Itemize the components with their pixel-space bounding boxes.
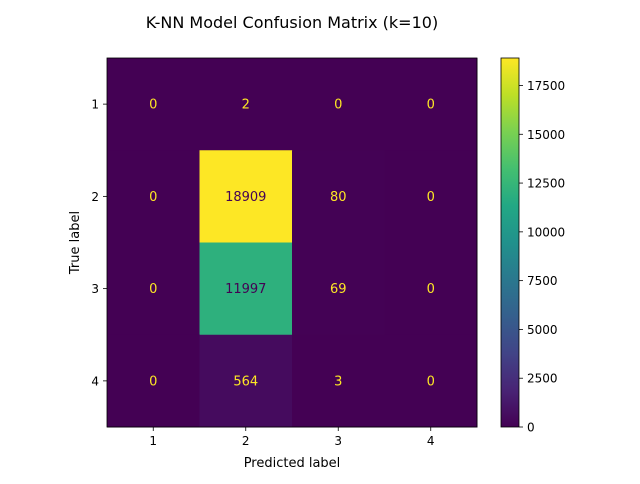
cell-value-label: 564 [233, 374, 258, 389]
heatmap-cell [199, 58, 293, 151]
cell-value-label: 80 [330, 190, 347, 205]
heatmap-cell [384, 242, 478, 336]
heatmap-cell [107, 242, 200, 336]
colorbar-tick-label: 0 [527, 421, 535, 435]
heatmap-cell [384, 58, 478, 151]
x-tick-label: 2 [242, 434, 250, 448]
heatmap-cell [292, 242, 385, 336]
heatmap-cell [292, 334, 385, 428]
y-tick-label: 2 [91, 190, 99, 204]
cell-value-label: 0 [149, 374, 157, 389]
cell-value-label: 0 [427, 282, 435, 297]
colorbar-tick-label: 5000 [527, 323, 558, 337]
y-axis-label: True label [68, 211, 83, 275]
chart-title: K-NN Model Confusion Matrix (k=10) [146, 13, 438, 32]
x-axis-ticks: 1 2 3 4 [149, 427, 435, 448]
x-tick-label: 3 [334, 434, 342, 448]
colorbar-tick-label: 10000 [527, 225, 565, 239]
colorbar-ticks: 0 2500 5000 7500 10000 12500 15000 17500 [519, 79, 565, 435]
cell-value-label: 69 [330, 282, 347, 297]
colorbar-tick-label: 2500 [527, 372, 558, 386]
y-axis-ticks: 1 2 3 4 [91, 98, 107, 388]
heatmap-cell [199, 150, 293, 243]
cell-value-label: 11997 [225, 282, 266, 297]
heatmap-cell [292, 58, 385, 151]
cell-value-label: 0 [427, 374, 435, 389]
heatmap-cell [107, 334, 200, 428]
cell-value-label: 0 [427, 190, 435, 205]
cell-value-label: 0 [149, 190, 157, 205]
x-tick-label: 1 [149, 434, 157, 448]
cell-value-label: 0 [427, 98, 435, 113]
colorbar [500, 57, 520, 428]
heatmap-cell-labels: 0 2 0 0 0 18909 80 0 0 11997 69 0 0 564 3 0 [149, 98, 435, 390]
colorbar-tick-label: 12500 [527, 177, 565, 191]
heatmap-cells [107, 58, 478, 428]
cell-value-label: 2 [242, 98, 250, 113]
heatmap-cell [384, 150, 478, 243]
y-tick-label: 1 [91, 98, 99, 112]
cell-value-label: 0 [149, 98, 157, 113]
cell-value-label: 0 [149, 282, 157, 297]
heatmap-cell [384, 334, 478, 428]
heatmap-cell [107, 58, 200, 151]
colorbar-tick-label: 15000 [527, 128, 565, 142]
heatmap-cell [199, 242, 293, 336]
plot-frame [106, 57, 478, 428]
cell-value-label: 3 [334, 374, 342, 389]
heatmap-cell [107, 150, 200, 243]
x-tick-label: 4 [427, 434, 435, 448]
y-tick-label: 4 [91, 374, 99, 388]
heatmap-cell [199, 334, 293, 428]
heatmap-cell [292, 150, 385, 243]
colorbar-tick-label: 7500 [527, 274, 558, 288]
cell-value-label: 18909 [225, 190, 266, 205]
y-tick-label: 3 [91, 282, 99, 296]
cell-value-label: 0 [334, 98, 342, 113]
x-axis-label: Predicted label [244, 456, 341, 471]
colorbar-tick-label: 17500 [527, 79, 565, 93]
